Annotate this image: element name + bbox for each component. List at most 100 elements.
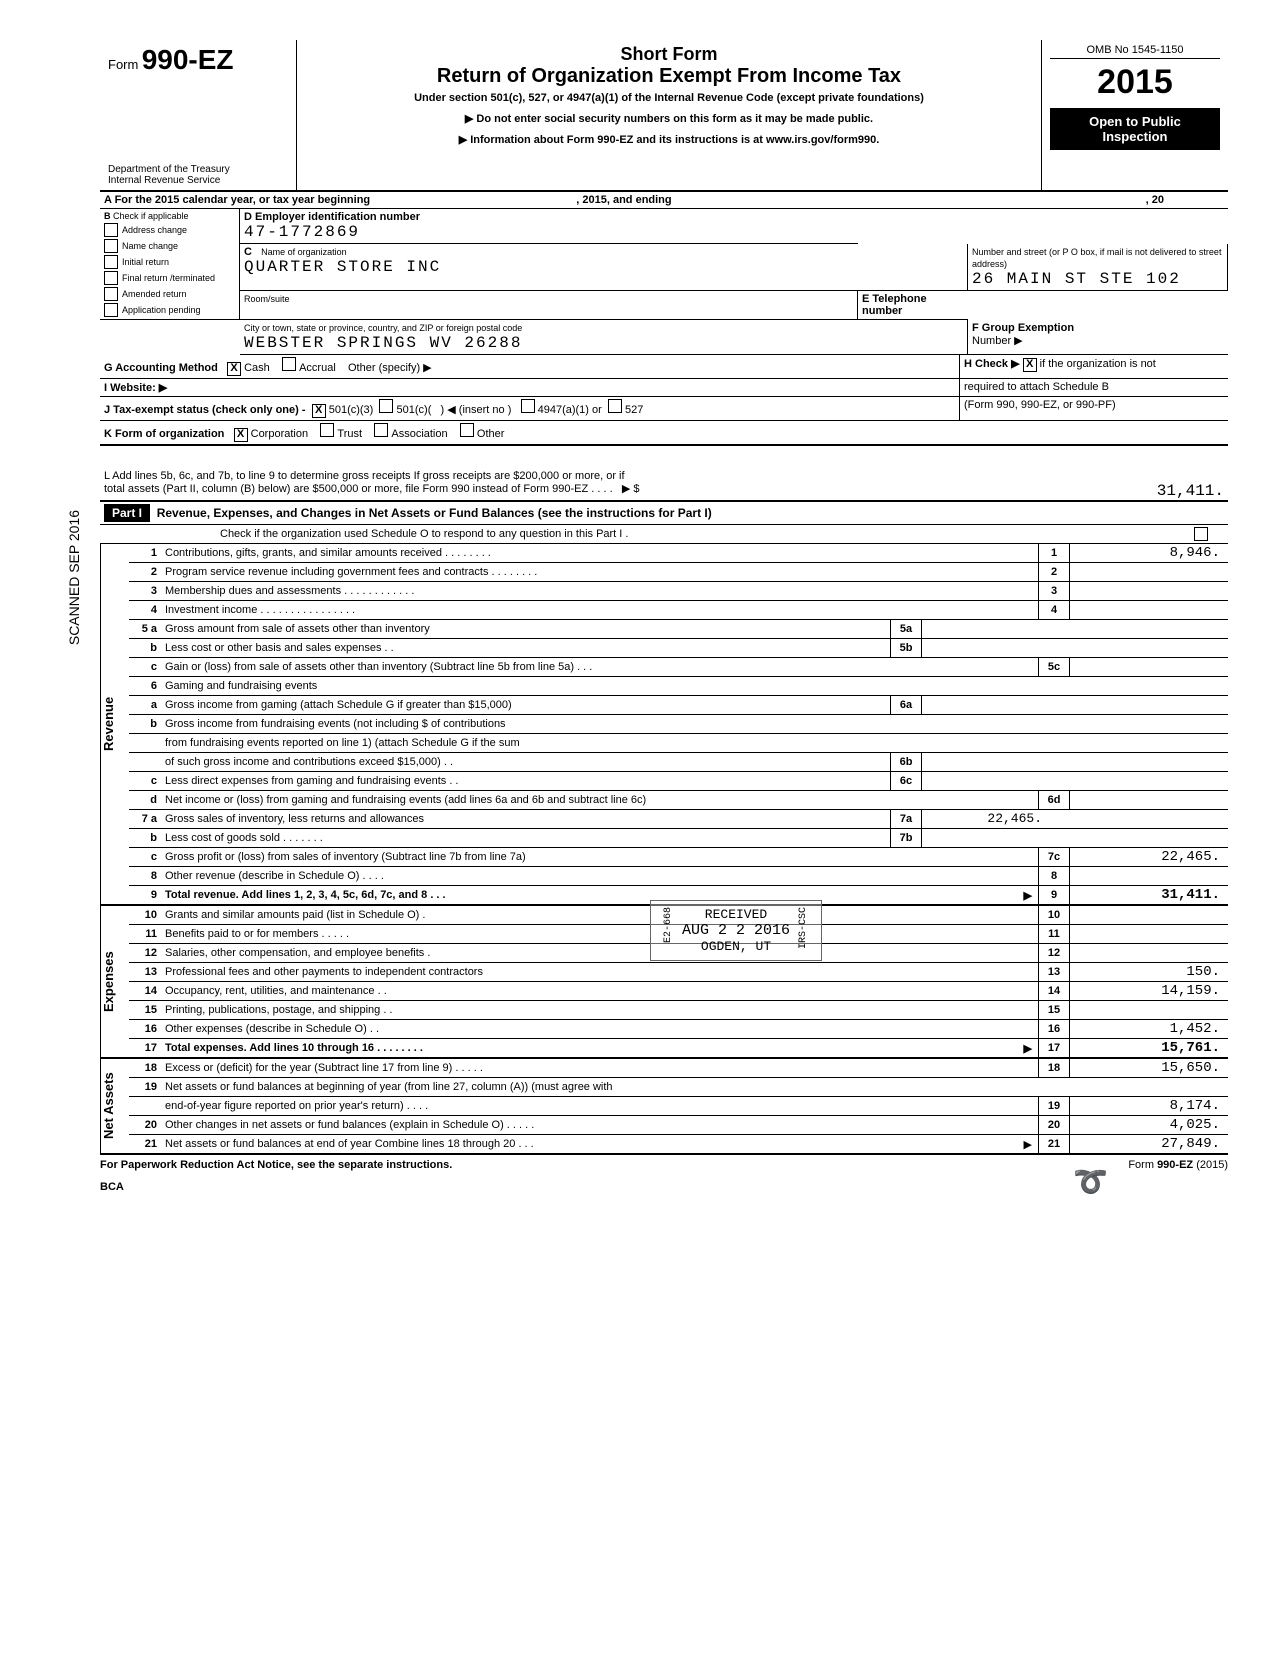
row-1: 1Contributions, gifts, grants, and simil… bbox=[129, 544, 1228, 563]
row-19b: end-of-year figure reported on prior yea… bbox=[129, 1097, 1228, 1116]
initials-signature: ➰ bbox=[1073, 1165, 1108, 1199]
row-5b: bLess cost or other basis and sales expe… bbox=[129, 639, 1228, 658]
paperwork-notice: For Paperwork Reduction Act Notice, see … bbox=[100, 1159, 452, 1171]
net-assets-section: Net Assets 18Excess or (deficit) for the… bbox=[100, 1059, 1228, 1155]
city-cell: City or town, state or province, country… bbox=[240, 320, 968, 355]
year-cell: OMB No 1545-1150 2015 Open to Public Ins… bbox=[1042, 40, 1228, 190]
info-url: ▶ Information about Form 990-EZ and its … bbox=[305, 133, 1033, 146]
chk-4947a1[interactable] bbox=[521, 399, 535, 413]
row-6b-1: bGross income from fundraising events (n… bbox=[129, 715, 1228, 734]
line-l-2: total assets (Part II, column (B) below)… bbox=[100, 482, 1228, 500]
row-20: 20Other changes in net assets or fund ba… bbox=[129, 1116, 1228, 1135]
chk-final-return[interactable]: Final return /terminated bbox=[104, 271, 235, 285]
city-value: WEBSTER SPRINGS WV 26288 bbox=[244, 334, 522, 352]
chk-trust[interactable] bbox=[320, 423, 334, 437]
form-number: 990-EZ bbox=[142, 44, 234, 75]
page-footer: For Paperwork Reduction Act Notice, see … bbox=[100, 1155, 1228, 1193]
row-a-calendar-year: A For the 2015 calendar year, or tax yea… bbox=[100, 192, 1228, 209]
row-13: 13Professional fees and other payments t… bbox=[129, 963, 1228, 982]
chk-schedule-o[interactable] bbox=[1194, 527, 1208, 541]
row-9: 9Total revenue. Add lines 1, 2, 3, 4, 5c… bbox=[129, 886, 1228, 904]
row-6d: dNet income or (loss) from gaming and fu… bbox=[129, 791, 1228, 810]
row-15: 15Printing, publications, postage, and s… bbox=[129, 1001, 1228, 1020]
section-b-checkboxes: B Check if applicable Address change Nam… bbox=[100, 209, 240, 320]
row-11: 11Benefits paid to or for members . . . … bbox=[129, 925, 1228, 944]
short-form-label: Short Form bbox=[305, 44, 1033, 65]
revenue-side-label: Revenue bbox=[100, 544, 129, 904]
row-8: 8Other revenue (describe in Schedule O) … bbox=[129, 867, 1228, 886]
row-6a: aGross income from gaming (attach Schedu… bbox=[129, 696, 1228, 715]
line-l-1: L Add lines 5b, 6c, and 7b, to line 9 to… bbox=[100, 470, 1228, 482]
title-cell: Short Form Return of Organization Exempt… bbox=[297, 40, 1042, 190]
row-i: I Website: ▶ required to attach Schedule… bbox=[100, 379, 1228, 397]
chk-501c3[interactable]: X bbox=[312, 404, 326, 418]
form-word: Form bbox=[108, 57, 138, 72]
chk-association[interactable] bbox=[374, 423, 388, 437]
chk-amended-return[interactable]: Amended return bbox=[104, 287, 235, 301]
row-17: 17Total expenses. Add lines 10 through 1… bbox=[129, 1039, 1228, 1057]
row-6b-2: from fundraising events reported on line… bbox=[129, 734, 1228, 753]
row-5a: 5 aGross amount from sale of assets othe… bbox=[129, 620, 1228, 639]
public-warning: ▶ Do not enter social security numbers o… bbox=[305, 112, 1033, 125]
identity-grid: B Check if applicable Address change Nam… bbox=[100, 209, 1228, 355]
chk-name-change[interactable]: Name change bbox=[104, 239, 235, 253]
net-assets-side-label: Net Assets bbox=[100, 1059, 129, 1153]
scanned-stamp: SCANNED SEP 2016 bbox=[66, 510, 82, 645]
main-title: Return of Organization Exempt From Incom… bbox=[305, 65, 1033, 88]
chk-initial-return[interactable]: Initial return bbox=[104, 255, 235, 269]
j-label: J Tax-exempt status (check only one) - bbox=[104, 404, 306, 416]
chk-corporation[interactable]: X bbox=[234, 428, 248, 442]
i-label: I Website: ▶ bbox=[104, 382, 167, 394]
chk-schedule-b[interactable]: X bbox=[1023, 358, 1037, 372]
group-exemption-cell: F Group Exemption Number ▶ bbox=[968, 320, 1228, 355]
check-schedule-o-row: Check if the organization used Schedule … bbox=[100, 525, 1228, 544]
subtitle: Under section 501(c), 527, or 4947(a)(1)… bbox=[305, 92, 1033, 104]
expenses-side-label: Expenses bbox=[100, 906, 129, 1057]
tax-year: 2015 bbox=[1050, 63, 1220, 102]
row-4: 4Investment income . . . . . . . . . . .… bbox=[129, 601, 1228, 620]
row-10: 10Grants and similar amounts paid (list … bbox=[129, 906, 1228, 925]
chk-address-change[interactable]: Address change bbox=[104, 223, 235, 237]
chk-other-org[interactable] bbox=[460, 423, 474, 437]
address-cell: Number and street (or P O box, if mail i… bbox=[968, 244, 1228, 291]
row-6: 6Gaming and fundraising events bbox=[129, 677, 1228, 696]
room-cell: Room/suite bbox=[240, 291, 858, 320]
omb-number: OMB No 1545-1150 bbox=[1050, 44, 1220, 59]
open-to-public: Open to Public Inspection bbox=[1050, 108, 1220, 150]
row-6c: cLess direct expenses from gaming and fu… bbox=[129, 772, 1228, 791]
ein-cell: D Employer identification number 47-1772… bbox=[240, 209, 858, 244]
row-7b: bLess cost of goods sold . . . . . . .7b bbox=[129, 829, 1228, 848]
expenses-section: Expenses 10Grants and similar amounts pa… bbox=[100, 906, 1228, 1059]
dept-treasury: Department of the Treasury bbox=[108, 164, 230, 175]
row-7c: cGross profit or (loss) from sales of in… bbox=[129, 848, 1228, 867]
h-label: H Check ▶ bbox=[964, 358, 1020, 370]
ein-value: 47-1772869 bbox=[244, 223, 360, 241]
part-i-label: Part I bbox=[104, 504, 150, 522]
bca-mark: BCA bbox=[100, 1181, 452, 1193]
row-16: 16Other expenses (describe in Schedule O… bbox=[129, 1020, 1228, 1039]
row-12: 12Salaries, other compensation, and empl… bbox=[129, 944, 1228, 963]
form-page: SCANNED SEP 2016 Form 990-EZ Department … bbox=[60, 40, 1228, 1193]
left-margin-stamp: SCANNED SEP 2016 bbox=[60, 40, 100, 1193]
gross-receipts-total: 31,411. bbox=[1024, 482, 1224, 500]
phone-cell: E Telephone number bbox=[858, 291, 968, 320]
row-18: 18Excess or (deficit) for the year (Subt… bbox=[129, 1059, 1228, 1078]
org-name-cell: C Name of organization QUARTER STORE INC bbox=[240, 244, 968, 291]
k-label: K Form of organization bbox=[104, 428, 224, 440]
chk-501c[interactable] bbox=[379, 399, 393, 413]
chk-accrual[interactable] bbox=[282, 357, 296, 371]
footer-form-number: 990-EZ bbox=[1157, 1159, 1193, 1171]
chk-527[interactable] bbox=[608, 399, 622, 413]
address-value: 26 MAIN ST STE 102 bbox=[972, 270, 1181, 288]
row-j: J Tax-exempt status (check only one) - X… bbox=[100, 397, 1228, 421]
part-i-title: Revenue, Expenses, and Changes in Net As… bbox=[157, 506, 712, 520]
row-g-h: G Accounting Method X Cash Accrual Other… bbox=[100, 355, 1228, 379]
chk-cash[interactable]: X bbox=[227, 362, 241, 376]
row-7a: 7 aGross sales of inventory, less return… bbox=[129, 810, 1228, 829]
form-header: Form 990-EZ Department of the Treasury I… bbox=[100, 40, 1228, 192]
row-k: K Form of organization X Corporation Tru… bbox=[100, 421, 1228, 446]
row-2: 2Program service revenue including gover… bbox=[129, 563, 1228, 582]
chk-application-pending[interactable]: Application pending bbox=[104, 303, 235, 317]
org-name: QUARTER STORE INC bbox=[244, 258, 441, 276]
row-5c: cGain or (loss) from sale of assets othe… bbox=[129, 658, 1228, 677]
